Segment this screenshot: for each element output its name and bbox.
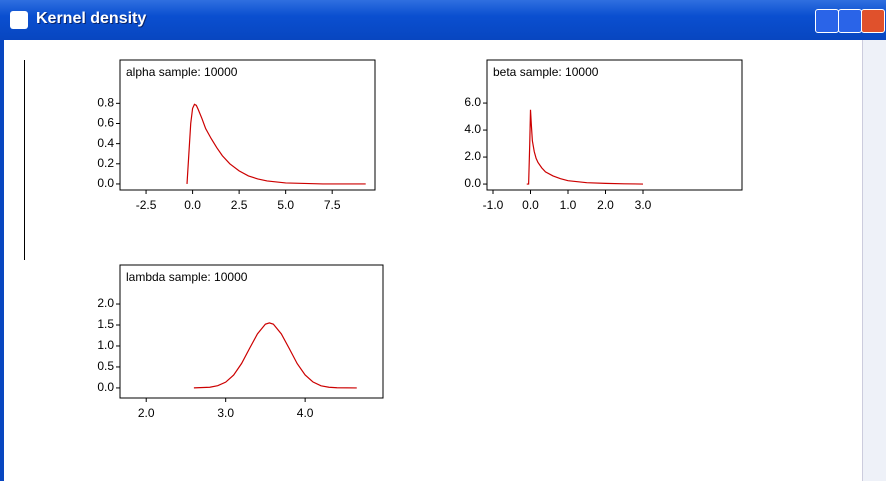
y-tick-label: 0.0 [97, 176, 114, 190]
app-icon [10, 11, 28, 29]
x-tick-label: 2.0 [138, 406, 155, 420]
plot-frame [119, 59, 376, 191]
x-tick-label: 4.0 [297, 406, 314, 420]
density-line [526, 109, 644, 185]
x-tick-label: -1.0 [483, 198, 504, 212]
y-tick-label: 0.0 [97, 380, 114, 394]
chart-title: alpha sample: 10000 [126, 65, 238, 79]
divider [24, 60, 25, 260]
y-tick-label: 0.0 [464, 176, 481, 190]
chart-title: lambda sample: 10000 [126, 270, 248, 284]
y-tick-label: 4.0 [464, 122, 481, 136]
y-tick-label: 0.4 [97, 136, 114, 150]
y-tick-label: 6.0 [464, 95, 481, 109]
y-tick-label: 0.6 [97, 116, 114, 130]
y-tick-label: 1.5 [97, 317, 114, 331]
x-tick-label: 3.0 [217, 406, 234, 420]
window-title: Kernel density [36, 10, 147, 27]
chart-title: beta sample: 10000 [493, 65, 599, 79]
plot-frame [119, 264, 384, 399]
x-tick-label: 0.0 [184, 198, 201, 212]
window-border [0, 40, 4, 481]
x-tick-label: -2.5 [136, 198, 157, 212]
plot-frame [486, 59, 743, 191]
y-tick-label: 2.0 [464, 149, 481, 163]
y-tick-label: 0.2 [97, 156, 114, 170]
density-line [193, 322, 357, 389]
density-line [186, 103, 366, 185]
title-bar: Kernel density [0, 0, 886, 40]
x-tick-label: 2.5 [231, 198, 248, 212]
x-tick-label: 7.5 [324, 198, 341, 212]
minimize-button[interactable] [815, 9, 839, 33]
x-tick-label: 1.0 [560, 198, 577, 212]
y-tick-label: 0.5 [97, 359, 114, 373]
x-tick-label: 5.0 [277, 198, 294, 212]
x-tick-label: 2.0 [597, 198, 614, 212]
y-tick-label: 2.0 [97, 296, 114, 310]
y-tick-label: 0.8 [97, 96, 114, 110]
x-tick-label: 0.0 [522, 198, 539, 212]
close-button[interactable] [861, 9, 885, 33]
plots: alpha sample: 10000 0.0 0.2 0.4 0.6 0.8 -2.5 0.… [97, 59, 743, 420]
maximize-button[interactable] [838, 9, 862, 33]
scrollbar[interactable] [862, 40, 886, 481]
x-tick-label: 3.0 [635, 198, 652, 212]
y-tick-label: 1.0 [97, 338, 114, 352]
